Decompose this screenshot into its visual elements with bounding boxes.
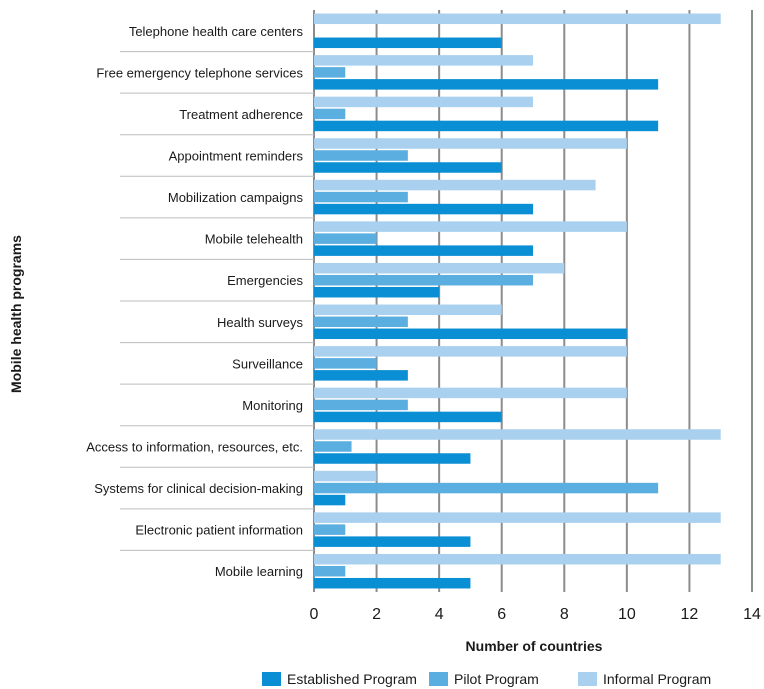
category-labels: Telephone health care centers Free emerge… xyxy=(86,24,303,579)
category-label-6: Emergencies xyxy=(227,273,303,288)
bar-informal-program-0 xyxy=(314,13,721,25)
legend-label-0: Established Program xyxy=(287,671,417,687)
bar-pilot-program-3 xyxy=(314,150,408,161)
legend-swatch-2 xyxy=(578,672,597,686)
legend-label-2: Informal Program xyxy=(603,671,711,687)
bar-established-program-7 xyxy=(314,328,627,340)
bar-informal-program-12 xyxy=(314,512,721,523)
bar-established-program-10 xyxy=(314,453,471,464)
bar-informal-program-13 xyxy=(314,553,721,565)
category-label-2: Treatment adherence xyxy=(179,107,303,122)
x-tick-label-4: 8 xyxy=(560,606,569,623)
bar-established-program-0 xyxy=(314,37,502,49)
category-label-0: Telephone health care centers xyxy=(129,24,304,39)
bar-pilot-program-12 xyxy=(314,524,346,535)
x-tick-label-0: 0 xyxy=(310,606,319,623)
x-tick-labels: 0 2 4 6 8 10 12 14 xyxy=(310,606,761,623)
bar-informal-program-4 xyxy=(314,179,596,191)
bar-pilot-program-4 xyxy=(314,191,408,203)
bar-pilot-program-2 xyxy=(314,108,346,120)
bar-established-program-12 xyxy=(314,536,471,547)
bar-informal-program-1 xyxy=(314,55,533,66)
category-label-13: Mobile learning xyxy=(215,564,303,579)
bar-informal-program-3 xyxy=(314,138,627,149)
bar-established-program-2 xyxy=(314,120,659,132)
legend: Established Program Pilot Program Informal… xyxy=(262,671,711,687)
bar-established-program-5 xyxy=(314,245,533,256)
bar-established-program-3 xyxy=(314,162,502,173)
x-tick-label-5: 10 xyxy=(618,606,636,623)
bar-informal-program-7 xyxy=(314,304,502,316)
bar-informal-program-8 xyxy=(314,346,627,357)
bars xyxy=(314,13,721,589)
bar-pilot-program-13 xyxy=(314,565,346,577)
bar-pilot-program-7 xyxy=(314,316,408,328)
bar-pilot-program-11 xyxy=(314,482,659,494)
category-separators xyxy=(120,51,314,551)
category-label-9: Monitoring xyxy=(242,398,303,413)
bar-informal-program-9 xyxy=(314,387,627,399)
legend-swatch-1 xyxy=(429,672,448,686)
category-label-7: Health surveys xyxy=(217,315,303,330)
bar-informal-program-11 xyxy=(314,470,377,482)
category-label-11: Systems for clinical decision-making xyxy=(94,481,303,496)
bar-established-program-13 xyxy=(314,577,471,589)
category-label-1: Free emergency telephone services xyxy=(96,65,303,80)
legend-label-1: Pilot Program xyxy=(454,671,539,687)
x-tick-label-2: 4 xyxy=(435,606,444,623)
bar-pilot-program-1 xyxy=(314,67,346,78)
category-label-5: Mobile telehealth xyxy=(205,232,303,247)
category-label-3: Appointment reminders xyxy=(169,149,304,164)
bar-informal-program-6 xyxy=(314,262,565,274)
bar-established-program-11 xyxy=(314,494,346,506)
bar-pilot-program-5 xyxy=(314,233,377,244)
bar-pilot-program-9 xyxy=(314,399,408,411)
x-tick-label-7: 14 xyxy=(743,606,761,623)
bar-pilot-program-6 xyxy=(314,274,533,286)
category-label-8: Surveillance xyxy=(232,356,303,371)
bar-established-program-8 xyxy=(314,370,408,381)
x-tick-label-3: 6 xyxy=(497,606,506,623)
bar-pilot-program-8 xyxy=(314,358,377,369)
x-tick-label-1: 2 xyxy=(372,606,381,623)
x-tick-label-6: 12 xyxy=(681,606,699,623)
bar-informal-program-2 xyxy=(314,96,533,108)
bar-informal-program-10 xyxy=(314,429,721,440)
bar-informal-program-5 xyxy=(314,221,627,232)
y-axis-title: Mobile health programs xyxy=(8,235,24,393)
category-label-10: Access to information, resources, etc. xyxy=(86,440,303,455)
bar-established-program-1 xyxy=(314,79,659,90)
bar-established-program-6 xyxy=(314,286,440,298)
x-axis-title: Number of countries xyxy=(466,638,603,654)
bar-established-program-4 xyxy=(314,203,533,215)
category-label-4: Mobilization campaigns xyxy=(168,190,304,205)
bar-established-program-9 xyxy=(314,411,502,423)
category-label-12: Electronic patient information xyxy=(135,523,303,538)
legend-swatch-0 xyxy=(262,672,281,686)
bar-pilot-program-10 xyxy=(314,441,352,452)
